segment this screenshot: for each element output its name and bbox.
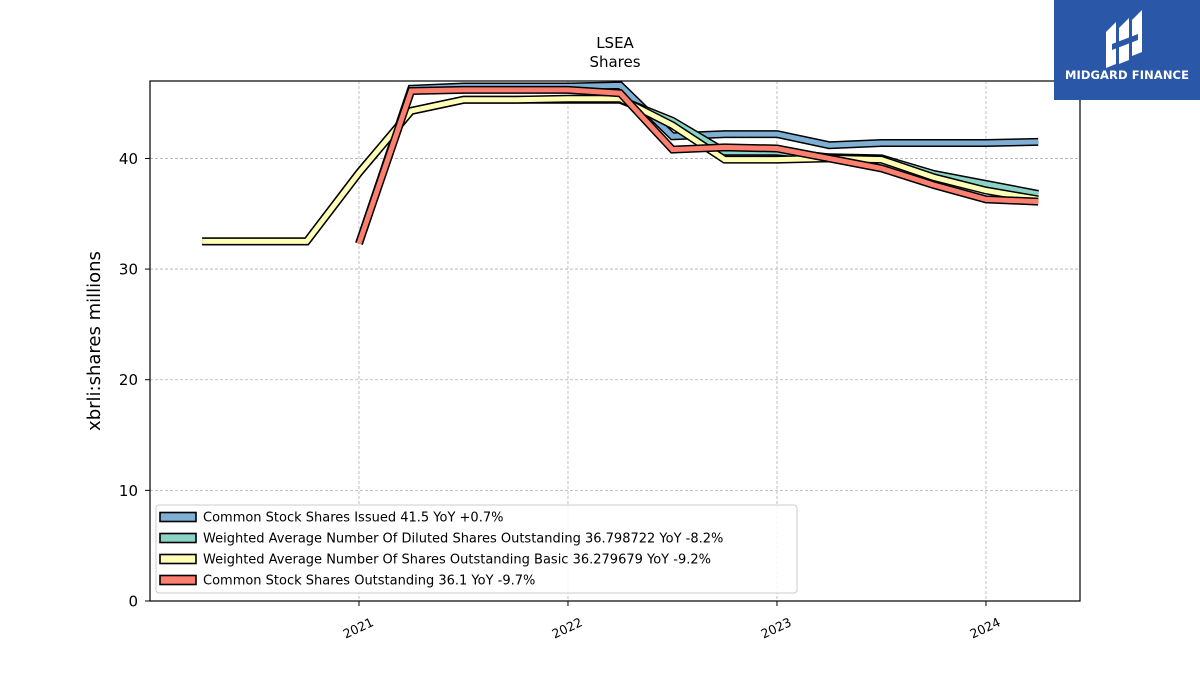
series-lines	[201, 81, 1039, 246]
legend-label: Weighted Average Number Of Diluted Share…	[203, 532, 723, 547]
data-point	[880, 142, 883, 144]
x-tick-label: 2024	[967, 614, 1002, 641]
y-tick-label: 40	[119, 150, 138, 168]
data-point	[933, 176, 935, 178]
legend-item: Weighted Average Number Of Shares Outsta…	[159, 553, 711, 568]
legend-swatch	[159, 511, 197, 523]
data-point	[933, 142, 935, 144]
data-point	[724, 151, 726, 153]
data-point	[828, 157, 830, 160]
data-point	[724, 133, 726, 135]
x-tick-label: 2022	[549, 614, 584, 641]
brand-logo: MIDGARD FINANCE	[1054, 0, 1200, 100]
series-outline	[355, 81, 1039, 245]
legend-item: Common Stock Shares Issued 41.5 YoY +0.7…	[159, 511, 503, 526]
data-point	[410, 90, 412, 92]
data-point	[410, 110, 412, 112]
data-point	[985, 198, 987, 200]
series-outline	[355, 85, 1039, 245]
chart-title: LSEA	[596, 34, 634, 52]
legend-item: Weighted Average Number Of Diluted Share…	[159, 532, 723, 547]
data-point	[724, 146, 726, 148]
series-path	[356, 82, 1039, 245]
data-point	[985, 142, 987, 144]
legend-label: Weighted Average Number Of Shares Outsta…	[203, 553, 711, 568]
x-tick-label: 2021	[341, 614, 376, 641]
data-point	[567, 98, 569, 100]
y-tick-label: 20	[119, 371, 138, 389]
data-point	[567, 89, 569, 91]
data-point	[828, 144, 830, 146]
data-point	[985, 189, 987, 192]
data-point	[358, 172, 360, 174]
data-point	[253, 240, 256, 243]
data-point	[515, 89, 517, 91]
data-point	[462, 89, 465, 91]
data-point	[776, 133, 778, 135]
data-point	[880, 158, 883, 161]
y-tick-label: 30	[119, 261, 138, 279]
chart-subtitle: Shares	[589, 53, 640, 71]
y-tick-label: 0	[128, 593, 138, 611]
series-line	[201, 94, 1039, 246]
series-path	[356, 87, 1039, 245]
data-point	[671, 135, 674, 137]
y-axis-label: xbrli:shares millions	[84, 251, 105, 431]
logo-mark-icon	[1106, 10, 1142, 68]
data-point	[671, 148, 674, 151]
y-axis-ticks: 0 10 20 30 40	[119, 150, 150, 611]
data-point	[985, 183, 987, 185]
data-point	[201, 240, 203, 243]
logo-text: MIDGARD FINANCE	[1064, 68, 1190, 82]
legend: Common Stock Shares Issued 41.5 YoY +0.7…	[155, 504, 798, 594]
legend-swatch	[159, 532, 197, 544]
data-point	[880, 167, 883, 170]
data-point	[358, 243, 360, 245]
data-point	[1037, 141, 1039, 143]
legend-swatch	[159, 553, 197, 565]
data-point	[462, 99, 465, 101]
data-point	[306, 240, 308, 243]
legend-label: Common Stock Shares Issued 41.5 YoY +0.7…	[203, 511, 503, 526]
data-point	[1037, 193, 1039, 195]
data-point	[933, 184, 935, 186]
data-point	[515, 99, 517, 101]
data-point	[619, 84, 621, 87]
legend-item: Common Stock Shares Outstanding 36.1 YoY…	[159, 574, 535, 589]
data-point	[619, 92, 621, 94]
series-line	[355, 81, 1039, 245]
x-axis-ticks: 2021 2022 2023 2024	[341, 601, 1003, 641]
y-tick-label: 10	[119, 482, 138, 500]
data-point	[671, 124, 674, 126]
legend-label: Common Stock Shares Outstanding 36.1 YoY…	[203, 574, 535, 589]
plot-frame	[149, 80, 1081, 602]
series-line	[355, 85, 1039, 245]
data-point	[776, 147, 778, 150]
legend-box	[155, 504, 798, 594]
legend-swatch	[159, 574, 197, 586]
data-point	[776, 158, 778, 161]
data-point	[1037, 200, 1039, 203]
data-point	[724, 158, 726, 161]
x-tick-label: 2023	[758, 614, 793, 641]
